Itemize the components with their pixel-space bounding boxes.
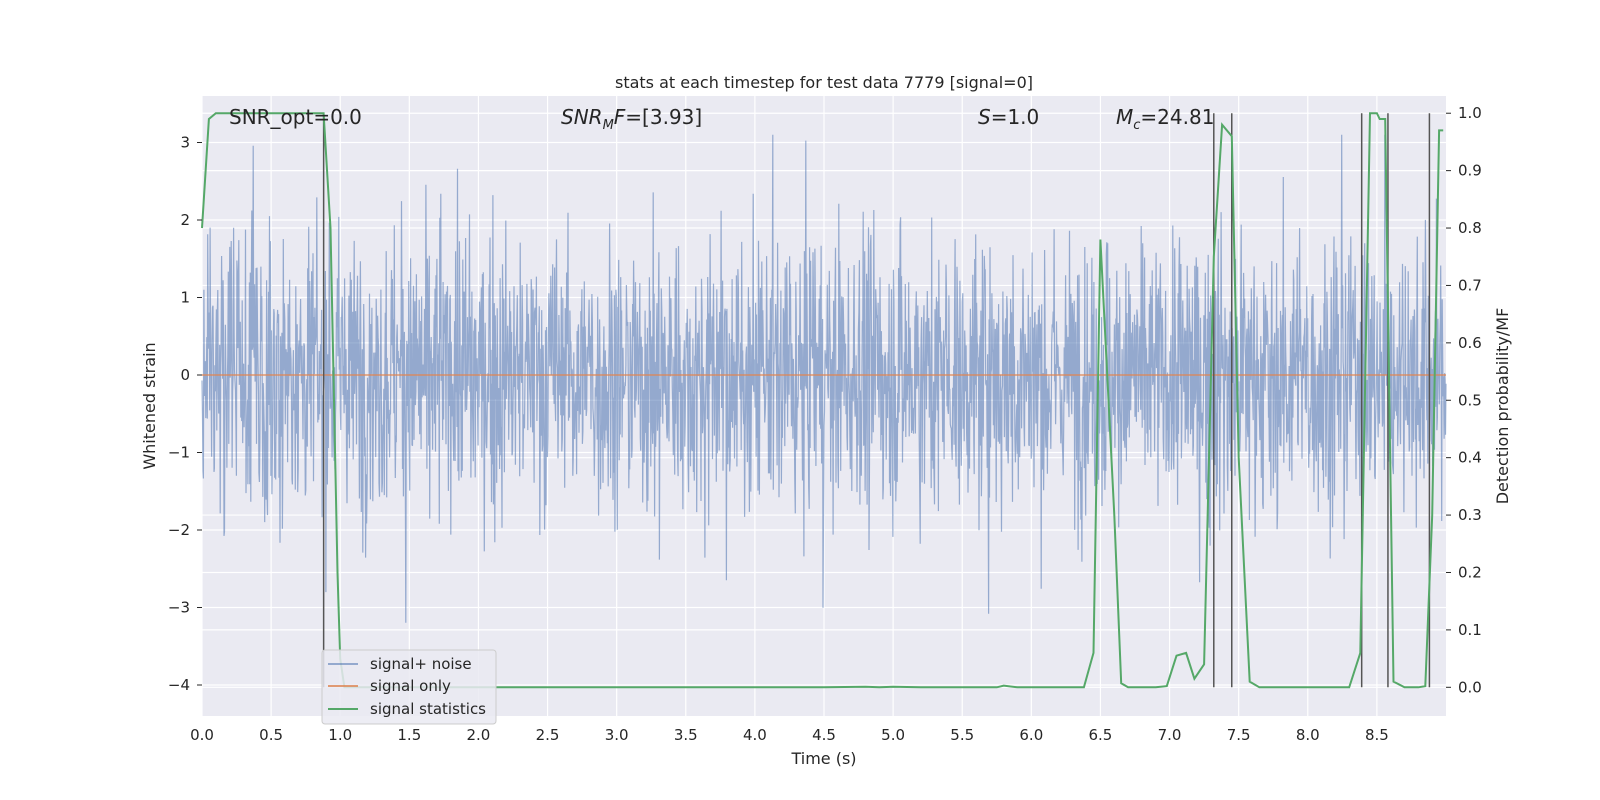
legend-label-signal: signal only xyxy=(370,677,451,695)
x-tick-label: 0.0 xyxy=(190,726,214,744)
x-tick-label: 0.5 xyxy=(259,726,283,744)
x-tick-label: 4.5 xyxy=(812,726,836,744)
x-tick-label: 2.5 xyxy=(536,726,560,744)
annotation-snr-mf: SNRMF=[3.93] xyxy=(561,105,702,133)
x-axis-label: Time (s) xyxy=(790,749,856,768)
y-tick-label: 1 xyxy=(180,289,190,307)
y2-tick-label: 0.0 xyxy=(1458,678,1482,696)
y2-tick-label: 0.2 xyxy=(1458,563,1482,581)
x-tick-label: 8.5 xyxy=(1365,726,1389,744)
y2-axis-label: Detection probability/MF xyxy=(1493,308,1512,505)
y2-tick-label: 0.7 xyxy=(1458,276,1482,294)
y2-tick-label: 0.1 xyxy=(1458,621,1482,639)
legend-box xyxy=(321,649,497,725)
y-tick-label: −4 xyxy=(168,676,190,694)
x-tick-label: 4.0 xyxy=(743,726,767,744)
x-tick-label: 2.0 xyxy=(467,726,491,744)
annotation-snr-opt: SNR_opt=0.0 xyxy=(229,105,362,129)
x-tick-label: 6.0 xyxy=(1019,726,1043,744)
y-tick-label: 2 xyxy=(180,211,190,229)
y-tick-label: −3 xyxy=(168,599,190,617)
y-tick-label: −2 xyxy=(168,521,190,539)
x-tick-labels: 0.0 0.5 1.0 1.5 2.0 2.5 3.0 3.5 4.0 4.5 5.0 5.5 6.0 6… xyxy=(190,726,1389,744)
x-tick-label: 5.5 xyxy=(950,726,974,744)
y-tick-label: 3 xyxy=(180,134,190,152)
x-tick-label: 7.5 xyxy=(1227,726,1251,744)
y2-tick-label: 0.3 xyxy=(1458,506,1482,524)
legend-label-noise: signal+ noise xyxy=(370,655,472,673)
signal-noise-series xyxy=(201,134,1447,623)
y2-tick-label: 0.8 xyxy=(1458,219,1482,237)
annotation-s: S=1.0 xyxy=(978,105,1039,129)
x-tick-label: 8.0 xyxy=(1296,726,1320,744)
y2-tick-label: 0.6 xyxy=(1458,334,1482,352)
y2-tick-label: 0.9 xyxy=(1458,162,1482,180)
y2-tick-label: 0.5 xyxy=(1458,391,1482,409)
y-axis-label: Whitened strain xyxy=(140,342,159,469)
x-tick-label: 3.5 xyxy=(674,726,698,744)
y2-tick-labels: 1.0 0.9 0.8 0.7 0.6 0.5 0.4 0.3 0.2 0.1 0.0 xyxy=(1446,104,1482,696)
x-tick-label: 1.0 xyxy=(328,726,352,744)
x-tick-label: 3.0 xyxy=(605,726,629,744)
legend: signal+ noise signal only signal statist… xyxy=(321,649,497,725)
y-tick-label: −1 xyxy=(168,444,190,462)
y2-tick-label: 1.0 xyxy=(1458,104,1482,122)
y2-tick-label: 0.4 xyxy=(1458,449,1482,467)
x-tick-label: 1.5 xyxy=(397,726,421,744)
chart-title: stats at each timestep for test data 777… xyxy=(615,73,1033,92)
x-tick-label: 5.0 xyxy=(881,726,905,744)
x-tick-label: 6.5 xyxy=(1089,726,1113,744)
signal-noise-line xyxy=(201,134,1447,623)
signal-statistics-series xyxy=(201,112,1444,689)
y-tick-label: 0 xyxy=(180,366,190,384)
signal-statistics-line xyxy=(201,112,1444,689)
annotation-mc: Mc=24.81 xyxy=(1116,105,1214,133)
y-tick-labels: 3 2 1 0 −1 −2 −3 −4 xyxy=(168,134,202,694)
x-tick-label: 7.0 xyxy=(1158,726,1182,744)
legend-label-stats: signal statistics xyxy=(370,700,486,718)
